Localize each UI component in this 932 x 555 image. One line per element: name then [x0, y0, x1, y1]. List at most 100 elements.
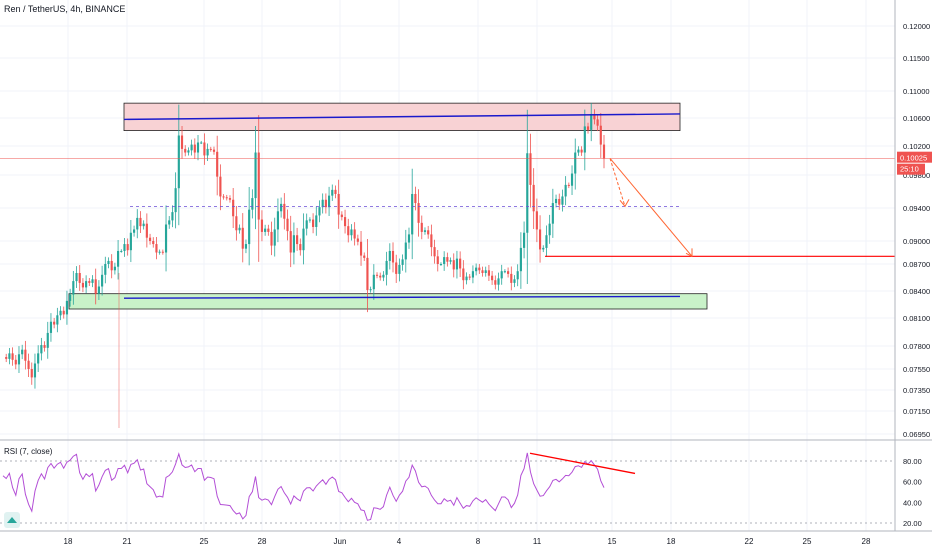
- candles-layer: [5, 103, 606, 389]
- candle-body: [433, 247, 436, 257]
- candle-body: [510, 273, 513, 283]
- candle-body: [299, 244, 302, 251]
- candle-body: [286, 218, 289, 232]
- drawings-layer: [0, 113, 895, 428]
- time-tick-label: 11: [533, 537, 542, 546]
- candle-body: [337, 193, 340, 215]
- candle-body: [382, 274, 385, 278]
- candle-body: [8, 353, 11, 359]
- rsi-divergence-line: [529, 452, 636, 475]
- candle-body: [232, 199, 235, 217]
- candle-body: [5, 357, 8, 359]
- time-tick-label: 4: [397, 537, 402, 546]
- candle-body: [401, 259, 404, 265]
- candle-body: [439, 264, 443, 265]
- candle-body: [570, 173, 574, 186]
- candle-body: [580, 149, 583, 153]
- candle-body: [590, 113, 593, 130]
- candle-body: [602, 144, 606, 159]
- candle-body: [187, 150, 190, 153]
- time-tick-label: 25: [803, 537, 812, 546]
- candle-body: [436, 256, 439, 264]
- candle-body: [296, 235, 299, 245]
- candle-body: [327, 195, 331, 208]
- rsi-tick-label: 20.00: [903, 519, 922, 528]
- support-trendline: [123, 295, 681, 299]
- price-tick-label: 0.09400: [903, 204, 930, 213]
- candle-body: [574, 152, 577, 174]
- rsi-layer: [0, 452, 895, 524]
- candle-body: [142, 223, 145, 227]
- price-tick-label: 0.07800: [903, 342, 930, 351]
- candle-body: [161, 251, 164, 253]
- candle-body: [264, 228, 267, 232]
- candle-body: [554, 198, 558, 204]
- time-tick-label: 21: [123, 537, 132, 546]
- candle-body: [235, 216, 238, 231]
- candle-body: [78, 273, 81, 283]
- candle-body: [411, 193, 414, 235]
- candle-body: [254, 152, 257, 199]
- candle-body: [430, 234, 433, 248]
- candle-body: [206, 148, 209, 156]
- candle-body: [366, 257, 369, 291]
- candle-body: [308, 219, 311, 221]
- candle-body: [155, 244, 158, 253]
- candle-body: [532, 184, 535, 212]
- candle-body: [30, 369, 33, 378]
- candle-body: [475, 267, 478, 272]
- candle-body: [40, 345, 43, 354]
- tradingview-logo-icon[interactable]: [4, 512, 20, 528]
- candle-body: [97, 286, 100, 294]
- rsi-label: RSI (7, close): [4, 447, 53, 456]
- candle-body: [132, 229, 136, 233]
- candle-body: [407, 234, 411, 243]
- arrowhead-long: [685, 248, 693, 258]
- candle-body: [209, 148, 212, 150]
- candle-body: [391, 250, 395, 263]
- candle-body: [417, 203, 420, 223]
- candle-body: [315, 215, 318, 227]
- symbol-title: Ren / TetherUS, 4h, BINANCE: [4, 4, 125, 14]
- candle-body: [27, 360, 30, 369]
- candle-body: [497, 278, 500, 285]
- candle-body: [455, 258, 459, 270]
- candle-body: [558, 198, 561, 205]
- candle-body: [465, 276, 468, 281]
- candle-body: [136, 217, 139, 230]
- candle-body: [388, 250, 391, 261]
- candle-body: [33, 363, 37, 378]
- price-tick-label: 0.10600: [903, 114, 930, 123]
- candle-body: [238, 227, 241, 231]
- candle-body: [538, 229, 542, 250]
- candle-body: [529, 153, 532, 185]
- candle-body: [484, 270, 487, 273]
- candle-body: [196, 142, 200, 153]
- candle-body: [599, 125, 602, 145]
- current-price-text: 0.10025: [900, 154, 927, 163]
- candle-body: [596, 119, 599, 126]
- time-tick-label: 28: [258, 537, 267, 546]
- candle-body: [69, 294, 72, 301]
- price-tick-label: 0.08400: [903, 287, 930, 296]
- candle-body: [516, 271, 519, 280]
- projection-arrow-long: [609, 158, 693, 257]
- candle-body: [564, 184, 567, 197]
- candle-body: [577, 149, 580, 153]
- candle-body: [395, 262, 398, 274]
- time-tick-label: 28: [862, 537, 871, 546]
- candle-body: [117, 250, 120, 267]
- time-tick-label: 18: [667, 537, 676, 546]
- candle-body: [542, 247, 545, 250]
- candle-body: [174, 188, 177, 213]
- time-tick-label: 25: [200, 537, 209, 546]
- candle-body: [487, 270, 490, 276]
- candle-body: [385, 260, 388, 275]
- candle-body: [164, 224, 168, 253]
- candle-body: [88, 281, 91, 283]
- candle-body: [331, 189, 334, 196]
